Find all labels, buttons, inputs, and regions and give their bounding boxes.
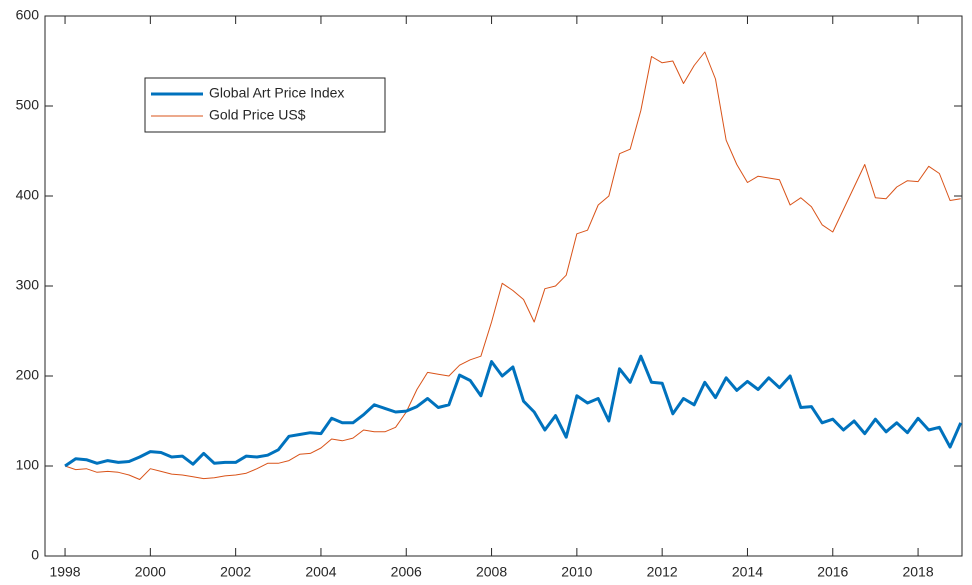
x-tick-label: 2010 (561, 564, 592, 580)
x-tick-label: 2016 (817, 564, 848, 580)
y-tick-label: 600 (16, 7, 40, 23)
y-tick-label: 300 (16, 277, 40, 293)
x-tick-label: 2004 (305, 564, 336, 580)
x-tick-label: 1998 (49, 564, 80, 580)
x-tick-label: 2008 (476, 564, 507, 580)
series-line (64, 354, 963, 468)
y-tick-label: 400 (16, 187, 40, 203)
y-tick-label: 200 (16, 367, 40, 383)
x-tick-label: 2000 (135, 564, 166, 580)
legend-label: Gold Price US$ (209, 107, 306, 123)
y-tick-label: 500 (16, 97, 40, 113)
y-tick-label: 100 (16, 457, 40, 473)
x-tick-label: 2014 (732, 564, 763, 580)
y-tick-label: 0 (31, 547, 39, 563)
legend-box (144, 77, 386, 133)
x-tick-label: 2018 (902, 564, 933, 580)
legend-label: Global Art Price Index (209, 85, 344, 101)
x-tick-label: 2012 (647, 564, 678, 580)
series-line (64, 51, 961, 480)
x-tick-label: 2006 (391, 564, 422, 580)
x-tick-label: 2002 (220, 564, 251, 580)
